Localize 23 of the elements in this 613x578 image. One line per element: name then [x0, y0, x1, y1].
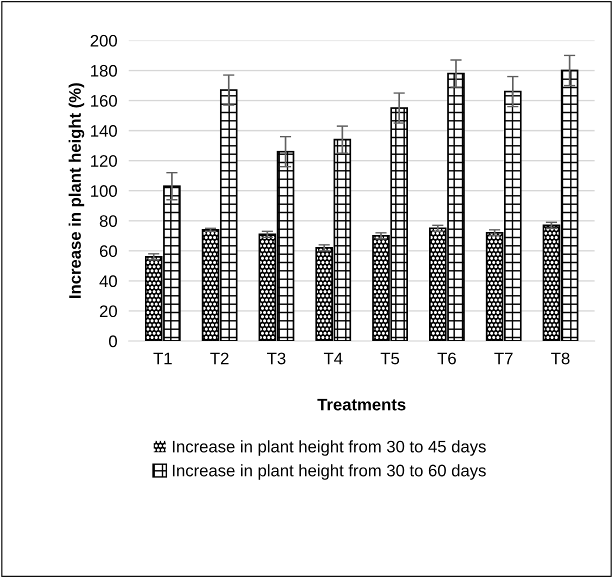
x-tick-label: T8	[551, 352, 570, 364]
y-tick-label: 120	[91, 155, 117, 167]
legend-label: Increase in plant height from 30 to 60 days	[172, 464, 486, 480]
y-tick-label: 180	[91, 64, 117, 77]
x-tick-label: T1	[153, 352, 172, 364]
y-tick-label: 80	[100, 215, 117, 227]
y-tick-label: 20	[100, 305, 117, 318]
y-tick-label: 160	[91, 94, 117, 107]
y-axis-title: Increase in plant height (%)	[68, 83, 84, 298]
y-tick-label: 100	[91, 185, 117, 197]
x-tick-label: T5	[380, 352, 400, 364]
x-tick-label: T2	[210, 352, 229, 364]
y-tick-label: 40	[99, 275, 117, 288]
y-tick-label: 140	[91, 125, 117, 137]
x-tick-label: T3	[267, 352, 286, 364]
y-tick-label: 200	[90, 34, 117, 47]
x-tick-label: T6	[438, 352, 456, 364]
y-tick-label: 60	[100, 245, 117, 258]
y-tick-label: 0	[109, 335, 117, 348]
x-axis-title: Treatments	[317, 398, 406, 410]
legend-label: Increase in plant height from 30 to 45 days	[172, 440, 486, 456]
x-tick-label: T4	[324, 352, 342, 364]
x-tick-label: T7	[494, 352, 513, 364]
